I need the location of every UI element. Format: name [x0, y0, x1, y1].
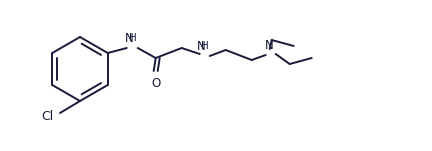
Text: H: H: [129, 33, 137, 43]
Text: N: N: [265, 39, 274, 52]
Text: N: N: [197, 40, 206, 53]
Text: Cl: Cl: [42, 109, 54, 122]
Text: H: H: [201, 41, 209, 51]
Text: N: N: [125, 32, 134, 45]
Text: O: O: [151, 77, 160, 90]
